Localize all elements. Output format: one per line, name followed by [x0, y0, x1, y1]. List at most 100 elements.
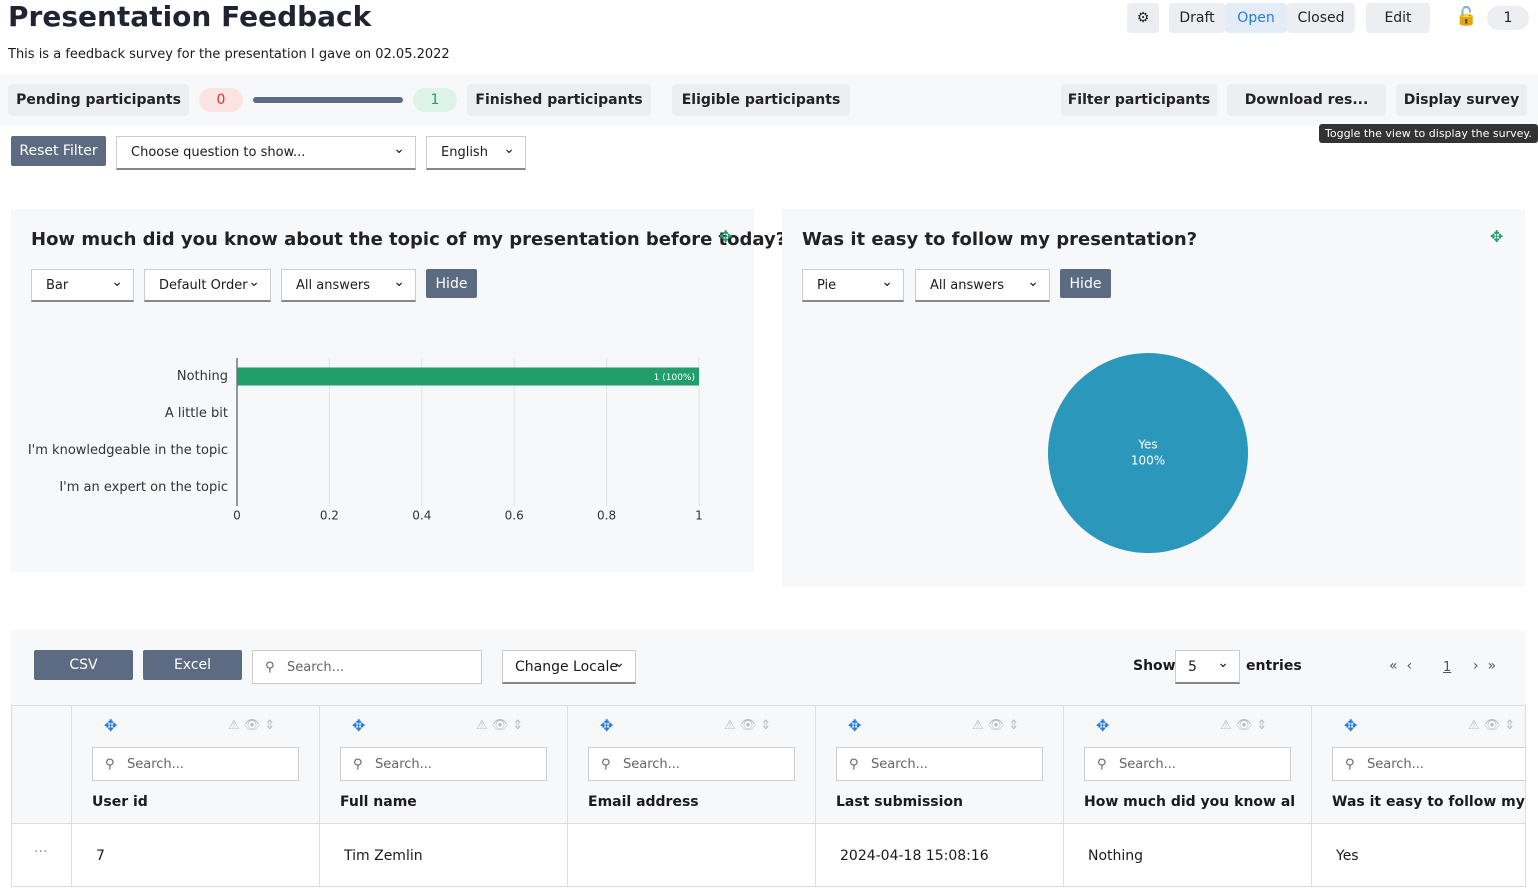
tooltip: Toggle the view to display the survey. [1319, 124, 1538, 143]
status-draft[interactable]: Draft [1169, 3, 1225, 33]
slice-label: Yes [1137, 438, 1157, 452]
table-cell: 7 [96, 848, 105, 864]
move-icon[interactable]: ✥ [1096, 716, 1110, 735]
pending-count: 0 [199, 88, 243, 112]
search-placeholder: Search... [871, 756, 929, 772]
display-survey-button[interactable]: Display survey [1396, 84, 1527, 116]
column-header: Was it easy to follow my presentation? [1332, 794, 1525, 810]
column-header: User id [92, 794, 148, 810]
language-select[interactable]: English [426, 136, 526, 170]
search-placeholder: Search... [287, 659, 345, 675]
answers-select[interactable]: All answers [915, 269, 1050, 302]
row-menu-column: ··· [12, 706, 72, 886]
table-column: ✥ ⚠ 👁 ⇕ Search... Last submission 2024-04-18… [816, 706, 1064, 886]
reset-filter-button[interactable]: Reset Filter [11, 136, 106, 166]
x-tick-label: 0.6 [505, 509, 524, 523]
chart-title: Was it easy to follow my presentation? [802, 229, 1198, 250]
hide-button[interactable]: Hide [1060, 269, 1111, 298]
table-column: ✥ ⚠ 👁 ⇕ Search... Email address [568, 706, 816, 886]
pagination-next[interactable]: › » [1473, 658, 1497, 674]
question-select[interactable]: Choose question to show... [116, 136, 416, 170]
search-placeholder: Search... [127, 756, 185, 772]
edit-label: Edit [1384, 10, 1412, 26]
x-tick-label: 0 [233, 509, 241, 523]
move-icon[interactable]: ✥ [600, 716, 614, 735]
column-header: Last submission [836, 794, 964, 810]
status-closed[interactable]: Closed [1287, 3, 1355, 33]
bar [237, 367, 699, 386]
column-search[interactable]: Search... [340, 747, 547, 781]
move-icon[interactable]: ✥ [104, 716, 118, 735]
pagination-prev[interactable]: « ‹ [1389, 658, 1413, 674]
move-icon[interactable]: ✥ [848, 716, 862, 735]
x-tick-label: 1 [695, 509, 703, 523]
table-cell: 2024-04-18 15:08:16 [840, 848, 989, 864]
move-icon[interactable]: ✥ [352, 716, 366, 735]
entries-select[interactable]: 5 [1175, 650, 1240, 684]
table-column: ✥ ⚠ 👁 ⇕ Search... How much did you know abo… [1064, 706, 1312, 886]
table-search[interactable]: Search... [252, 650, 482, 684]
row-menu[interactable]: ··· [34, 844, 48, 860]
table-column: ✥ ⚠ 👁 ⇕ Search... Was it easy to follow my … [1312, 706, 1525, 886]
count-badge: 1 [1487, 6, 1529, 30]
eligible-button[interactable]: Eligible participants [672, 84, 850, 116]
survey-subtitle: This is a feedback survey for the presen… [8, 47, 450, 62]
table-column: ✥ ⚠ 👁 ⇕ Search... User id 7 [72, 706, 320, 886]
excel-button[interactable]: Excel [143, 650, 242, 680]
page-number[interactable]: 1 [1443, 660, 1452, 675]
show-label: Show [1133, 658, 1176, 674]
table-column: ✥ ⚠ 👁 ⇕ Search... Full name Tim Zemlin [320, 706, 568, 886]
column-icons: ⚠ 👁 ⇕ [228, 718, 276, 733]
table-cell: Yes [1336, 848, 1359, 864]
y-tick-label: I'm knowledgeable in the topic [28, 443, 228, 458]
search-placeholder: Search... [1119, 756, 1177, 772]
locale-select[interactable]: Change Locale [502, 650, 636, 684]
column-search[interactable]: Search... [1084, 747, 1291, 781]
bar-panel: How much did you know about the topic of… [11, 209, 786, 572]
filter-button[interactable]: Filter participants [1061, 84, 1217, 116]
finished-button[interactable]: Finished participants [467, 84, 651, 116]
x-tick-label: 0.4 [412, 509, 431, 523]
hide-button[interactable]: Hide [426, 269, 477, 298]
move-icon[interactable]: ✥ [1490, 227, 1504, 246]
search-placeholder: Search... [623, 756, 681, 772]
column-search[interactable]: Search... [92, 747, 299, 781]
value-label: 1 (100%) [654, 373, 695, 383]
column-search[interactable]: Search... [588, 747, 795, 781]
search-placeholder: Search... [1367, 756, 1425, 772]
column-search[interactable]: Search... [1332, 747, 1525, 781]
x-tick-label: 0.8 [597, 509, 616, 523]
edit-button[interactable]: Edit [1366, 3, 1430, 33]
y-tick-label: A little bit [165, 406, 228, 421]
x-tick-label: 0.2 [320, 509, 339, 523]
finished-count: 1 [413, 88, 457, 112]
download-button[interactable]: Download res... [1227, 84, 1386, 116]
move-icon[interactable]: ✥ [719, 227, 733, 246]
settings-button[interactable]: ⚙ [1127, 3, 1159, 33]
table-toolbar: CSV Excel Search... Change Locale Show 5… [11, 630, 1526, 705]
order-select[interactable]: Default Order [144, 269, 271, 302]
column-search[interactable]: Search... [836, 747, 1043, 781]
status-open[interactable]: Open [1225, 3, 1287, 33]
table-cell: Nothing [1088, 848, 1144, 864]
data-table: ··· ✥ ⚠ 👁 ⇕ Search... User id 7 ✥ ⚠ 👁 ⇕ Search.… [11, 705, 1526, 887]
pie-chart: Yes 100% [1048, 353, 1248, 553]
column-header: Full name [340, 794, 417, 810]
lock-icon[interactable]: 🔓 [1455, 6, 1478, 27]
search-placeholder: Search... [375, 756, 433, 772]
column-icons: ⚠ 👁 ⇕ [1220, 718, 1268, 733]
y-tick-label: Nothing [177, 369, 228, 384]
answers-select[interactable]: All answers [281, 269, 416, 302]
chart-type-select[interactable]: Bar [31, 269, 134, 302]
column-icons: ⚠ 👁 ⇕ [972, 718, 1020, 733]
pie-panel: Was it easy to follow my presentation? ✥… [782, 209, 1525, 587]
pending-button[interactable]: Pending participants [8, 84, 189, 116]
slice-value: 100% [1131, 454, 1165, 468]
y-tick-label: I'm an expert on the topic [59, 480, 228, 495]
column-icons: ⚠ 👁 ⇕ [476, 718, 524, 733]
chart-type-select[interactable]: Pie [802, 269, 904, 302]
csv-button[interactable]: CSV [34, 650, 133, 680]
survey-title: Presentation Feedback [8, 0, 372, 33]
move-icon[interactable]: ✥ [1344, 716, 1358, 735]
